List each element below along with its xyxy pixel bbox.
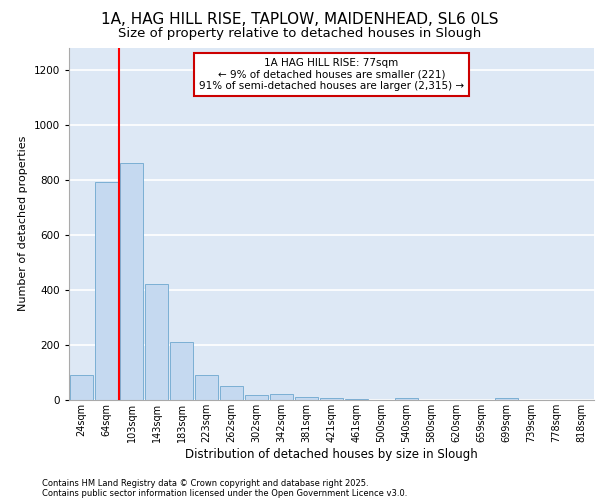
- Y-axis label: Number of detached properties: Number of detached properties: [18, 136, 28, 312]
- Bar: [395, 398, 418, 400]
- Text: 1A, HAG HILL RISE, TAPLOW, MAIDENHEAD, SL6 0LS: 1A, HAG HILL RISE, TAPLOW, MAIDENHEAD, S…: [101, 12, 499, 28]
- Bar: [220, 386, 244, 400]
- Bar: [145, 284, 169, 400]
- Bar: [170, 342, 193, 400]
- Text: Contains public sector information licensed under the Open Government Licence v3: Contains public sector information licen…: [42, 488, 407, 498]
- Bar: [95, 182, 118, 400]
- Bar: [194, 375, 218, 400]
- Text: 1A HAG HILL RISE: 77sqm
← 9% of detached houses are smaller (221)
91% of semi-de: 1A HAG HILL RISE: 77sqm ← 9% of detached…: [199, 58, 464, 92]
- Bar: [344, 399, 368, 400]
- Text: Size of property relative to detached houses in Slough: Size of property relative to detached ho…: [118, 28, 482, 40]
- Bar: [245, 395, 268, 400]
- X-axis label: Distribution of detached houses by size in Slough: Distribution of detached houses by size …: [185, 448, 478, 460]
- Bar: [269, 394, 293, 400]
- Bar: [494, 398, 518, 400]
- Bar: [70, 375, 94, 400]
- Bar: [119, 163, 143, 400]
- Bar: [320, 398, 343, 400]
- Bar: [295, 396, 319, 400]
- Text: Contains HM Land Registry data © Crown copyright and database right 2025.: Contains HM Land Registry data © Crown c…: [42, 478, 368, 488]
